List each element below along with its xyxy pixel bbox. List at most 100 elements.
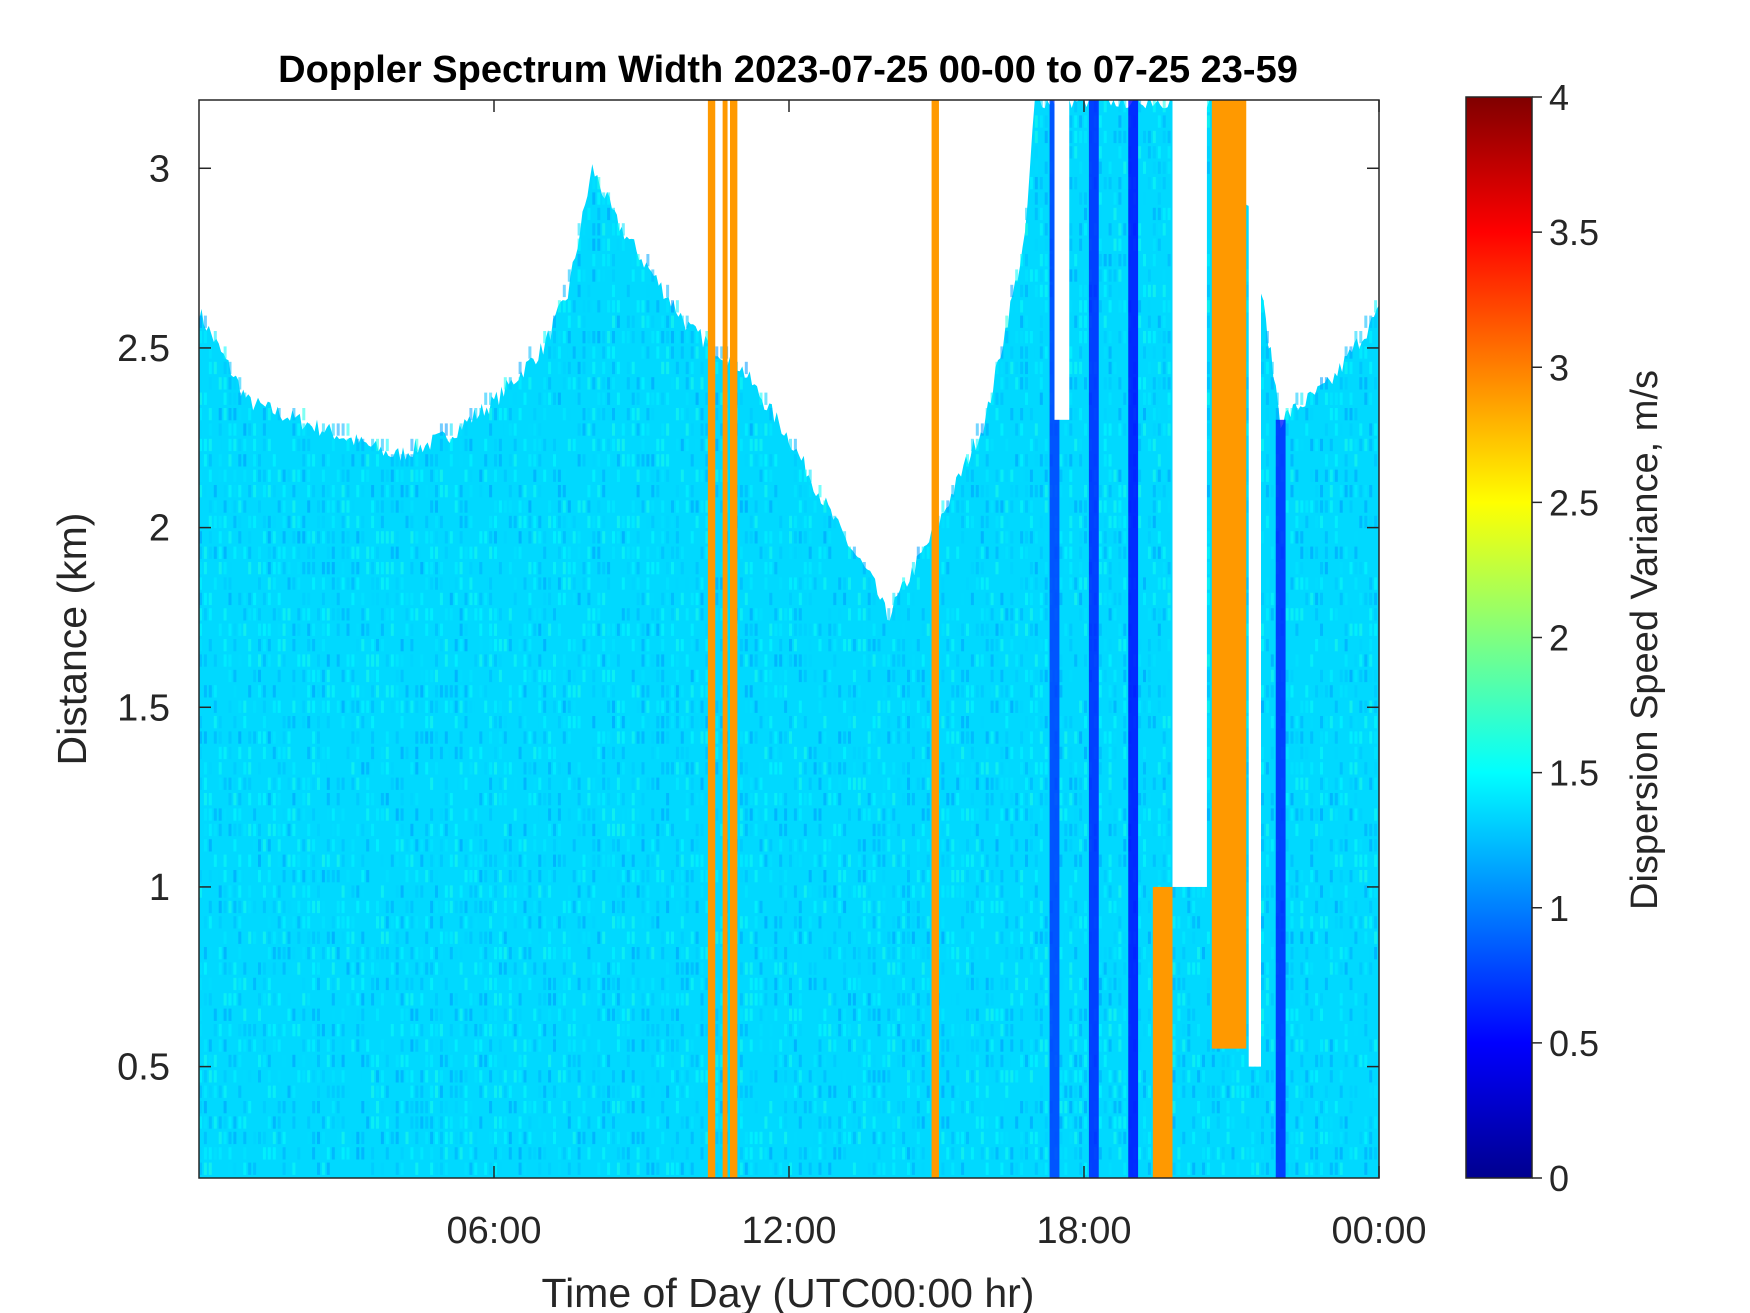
heatmap-cell [793,808,797,821]
heatmap-cell [990,608,994,621]
heatmap-cell [602,485,606,498]
heatmap-cell [484,1085,488,1098]
heatmap-cell [464,546,468,559]
heatmap-cell [872,823,876,837]
heatmap-cell [975,1116,979,1129]
heatmap-cell [199,469,202,482]
heatmap-cell [292,515,296,529]
heatmap-cell [803,654,807,667]
heatmap-cell [857,777,861,790]
heatmap-cell [902,1054,906,1068]
heatmap-cell [297,1147,301,1160]
heatmap-cell [351,592,355,606]
heatmap-cell [877,1131,881,1145]
heatmap-cell [415,1039,419,1052]
heatmap-cell [321,1116,325,1129]
heatmap-cell [366,669,370,683]
heatmap-cell [243,777,247,790]
heatmap-cell [336,1054,340,1068]
heatmap-cell [705,793,709,806]
heatmap-cell [774,731,778,744]
heatmap-cell [439,592,443,606]
heatmap-cell [449,1085,453,1098]
heatmap-cell [297,423,301,436]
heatmap-cell [223,346,227,359]
heatmap-cell [351,654,355,667]
heatmap-cell [425,608,429,621]
heatmap-cell [946,716,950,729]
heatmap-cell [444,1162,448,1175]
heatmap-cell [700,962,704,975]
heatmap-cell [754,1162,758,1175]
heatmap-cell [449,423,453,436]
heatmap-cell [592,331,596,344]
heatmap-cell [351,1039,355,1052]
heatmap-cell [705,731,709,744]
heatmap-cell [233,977,237,991]
heatmap-cell [715,1024,719,1037]
heatmap-cell [307,839,311,852]
heatmap-cell [798,546,802,559]
heatmap-cell [857,916,861,929]
heatmap-cell [538,900,542,914]
heatmap-cell [877,1008,881,1021]
heatmap-cell [1025,839,1028,852]
heatmap-cell [656,1162,660,1175]
heatmap-cell [489,916,493,929]
heatmap-cell [739,1101,743,1114]
heatmap-cell [1025,500,1028,513]
heatmap-cell [567,931,571,944]
heatmap-cell [744,808,748,821]
heatmap-cell [695,1101,699,1114]
heatmap-cell [425,669,429,683]
heatmap-cell [543,331,547,344]
heatmap-cell [675,377,679,390]
heatmap-cell [823,977,827,991]
heatmap-cell [916,1131,920,1145]
heatmap-cell [911,823,915,837]
heatmap-cell [966,469,969,482]
heatmap-cell [302,562,306,575]
heatmap-cell [621,423,625,436]
heatmap-cell [646,654,650,667]
heatmap-cell [779,654,783,667]
heatmap-cell [602,300,606,313]
heatmap-cell [843,762,847,775]
heatmap-cell [297,962,301,975]
heatmap-cell [233,793,237,806]
heatmap-cell [882,870,886,883]
heatmap-cell [439,1039,443,1052]
heatmap-cell [321,1070,325,1083]
heatmap-cell [415,438,419,452]
heatmap-cell [921,947,925,960]
heatmap-cell [631,947,635,960]
heatmap-cell [911,669,915,683]
heatmap-cell [518,993,522,1006]
heatmap-cell [671,716,674,729]
heatmap-cell [793,1024,797,1037]
heatmap-cell [356,885,360,898]
heatmap-cell [715,808,719,821]
heatmap-cell [602,808,606,821]
heatmap-cell [1015,454,1019,467]
heatmap-cell [223,746,227,760]
heatmap-cell [951,993,955,1006]
heatmap-cell [813,808,817,821]
heatmap-cell [444,608,448,621]
heatmap-cell [469,515,473,529]
heatmap-cell [356,746,360,760]
heatmap-cell [818,885,822,898]
heatmap-cell [833,623,837,636]
heatmap-cell [223,1116,227,1129]
heatmap-cell [312,1039,316,1052]
heatmap-cell [1000,793,1004,806]
heatmap-cell [385,746,389,760]
heatmap-cell [907,669,910,683]
heatmap-cell [661,700,665,713]
heatmap-cell [543,1024,547,1037]
heatmap-cell [823,1116,827,1129]
heatmap-cell [720,1116,724,1129]
heatmap-cell [425,916,429,929]
heatmap-cell [297,515,301,529]
heatmap-cell [607,377,611,390]
